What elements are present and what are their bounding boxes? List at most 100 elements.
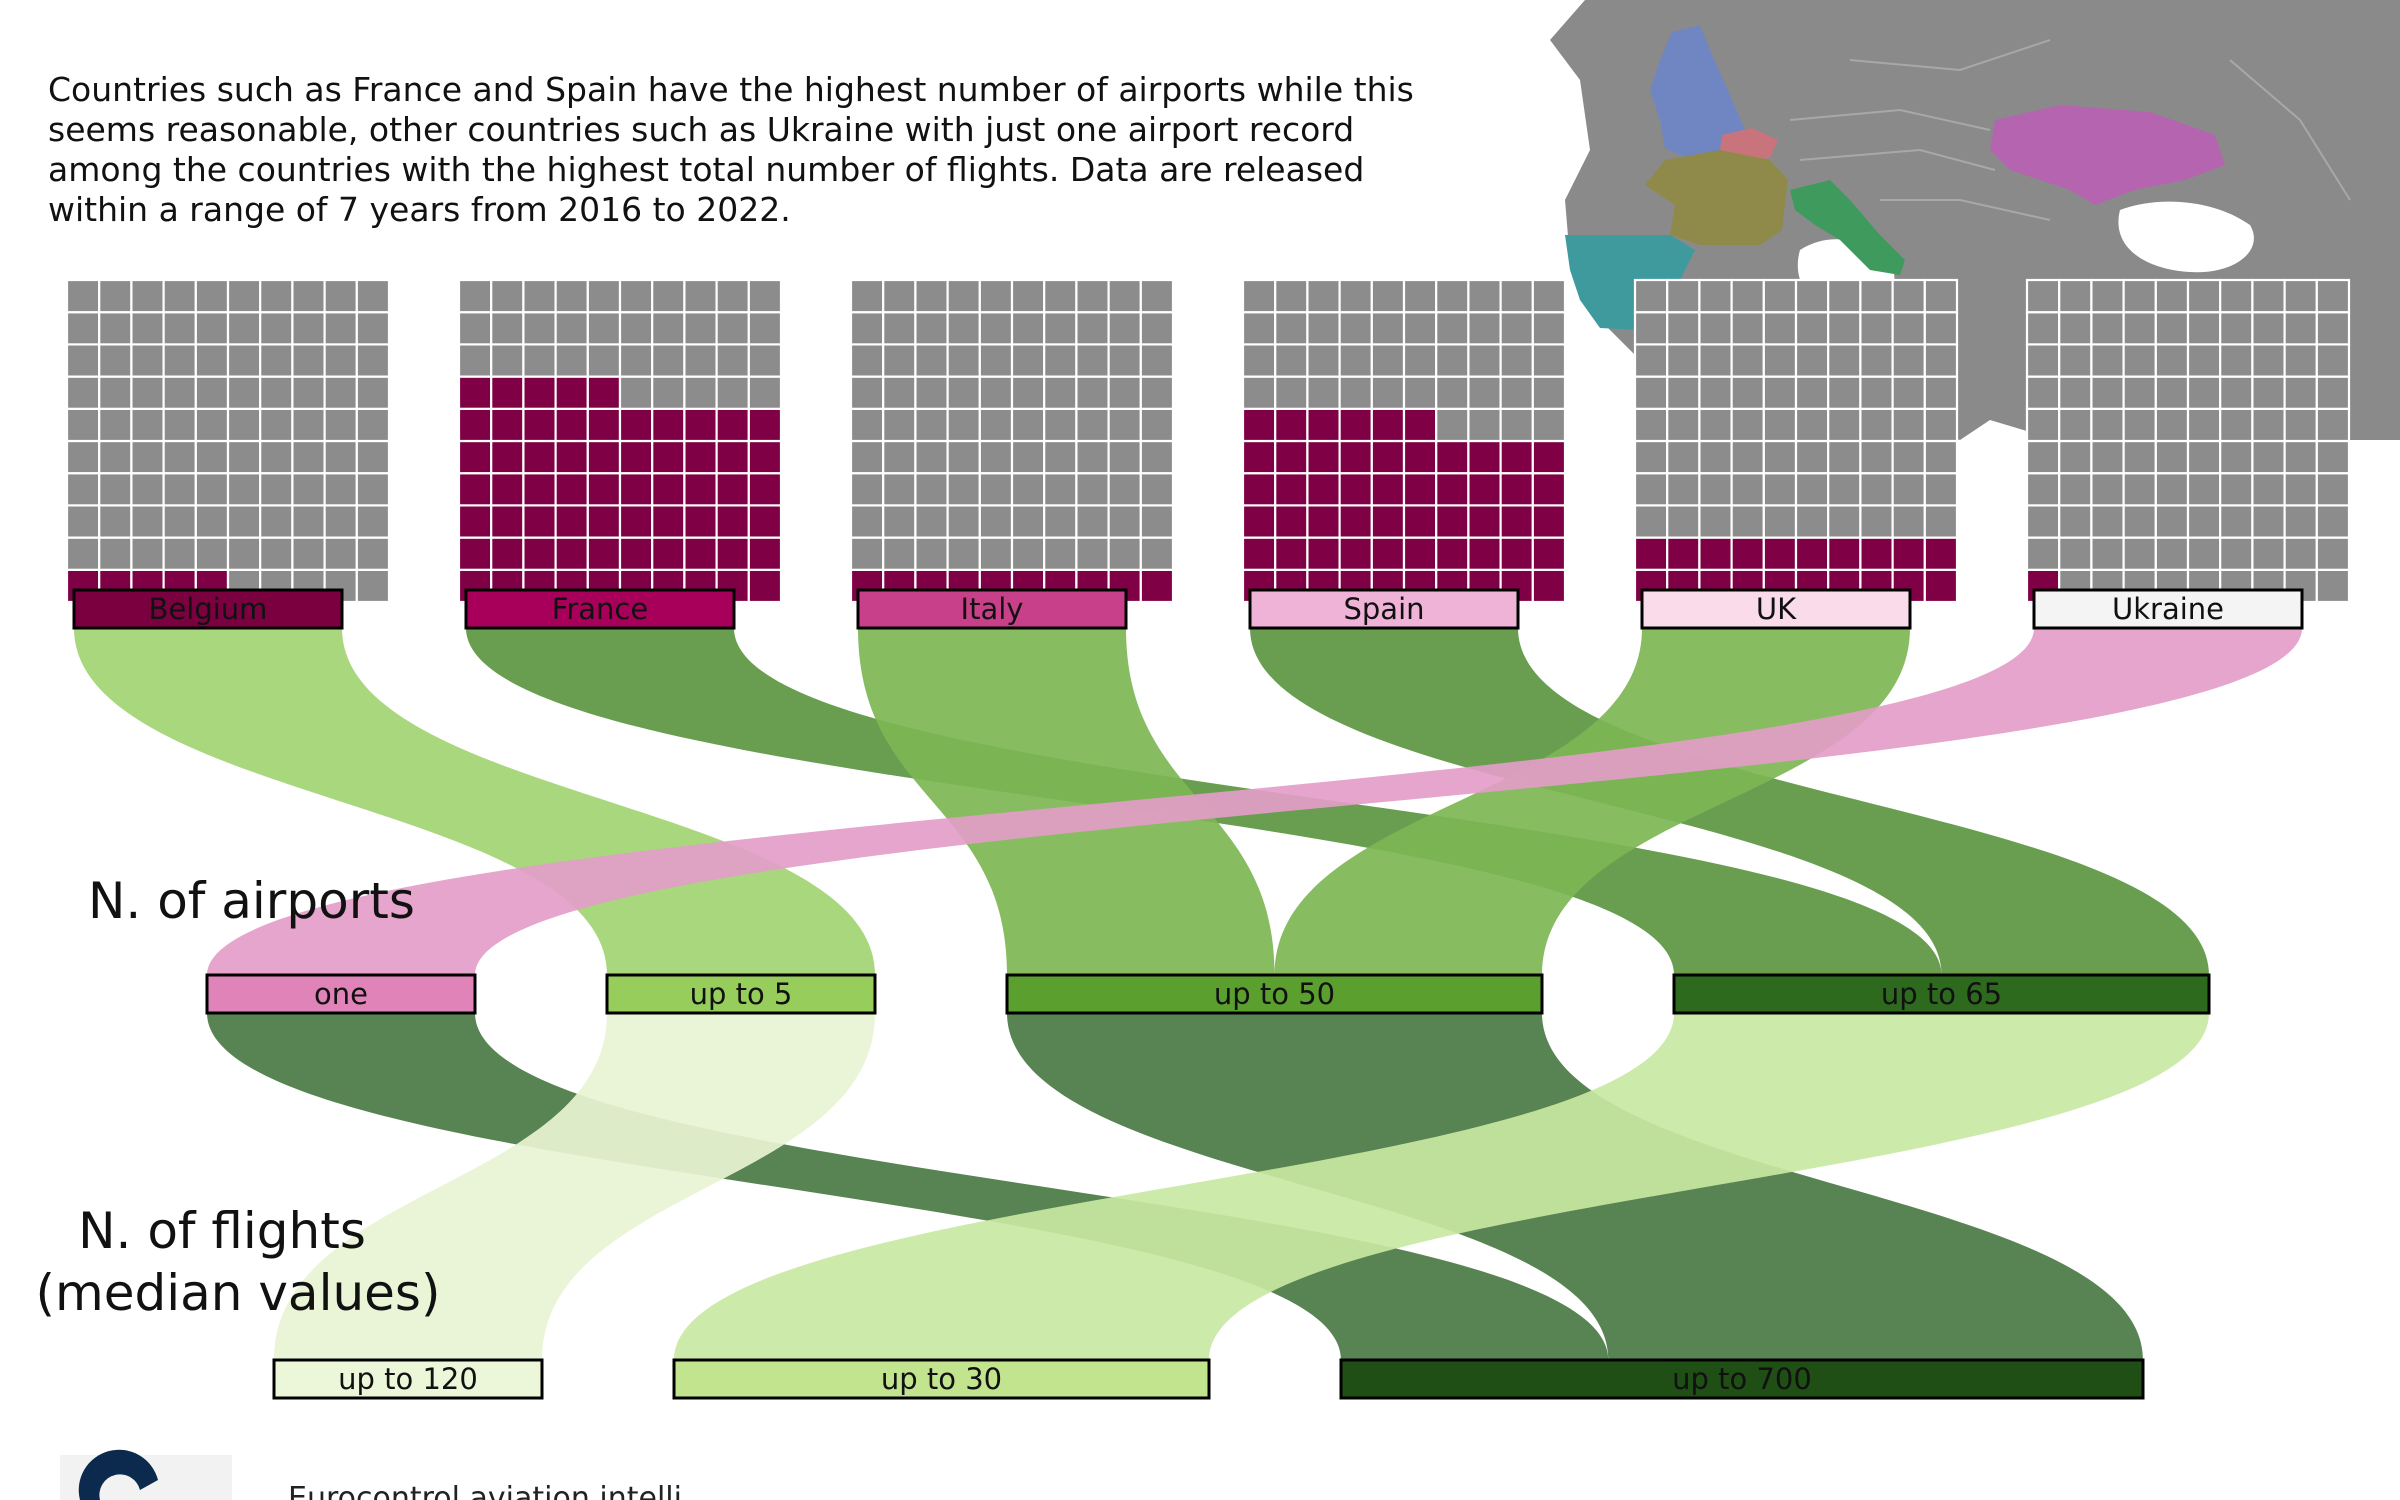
waffle-cell bbox=[2251, 343, 2286, 378]
waffle-cell bbox=[1274, 343, 1309, 378]
waffle-cell bbox=[1274, 504, 1309, 539]
waffle-cell bbox=[1107, 311, 1142, 346]
waffle-cell bbox=[2090, 407, 2125, 443]
waffle-cell bbox=[586, 472, 622, 507]
waffle-cell bbox=[2251, 472, 2286, 507]
waffle-cell bbox=[586, 407, 622, 443]
waffle-cell bbox=[1370, 278, 1406, 314]
waffle-cell bbox=[2025, 278, 2061, 314]
waffle-cell bbox=[1923, 439, 1959, 475]
waffle-cell bbox=[226, 536, 262, 571]
link-up-to-5-to-up-to-120 bbox=[274, 1013, 875, 1360]
waffle-cell bbox=[1827, 375, 1862, 410]
node-country-belgium: Belgium bbox=[72, 588, 344, 630]
waffle-cell bbox=[651, 311, 686, 346]
waffle-cell bbox=[1139, 311, 1175, 346]
waffle-cell bbox=[259, 536, 294, 571]
node-label: up to 5 bbox=[690, 977, 793, 1011]
waffle-cell bbox=[849, 472, 885, 507]
node-box bbox=[1672, 973, 2211, 1015]
waffle-cell bbox=[747, 504, 783, 539]
waffle-cell bbox=[65, 439, 101, 475]
waffle-cell bbox=[1698, 472, 1733, 507]
waffle-cell bbox=[259, 311, 294, 346]
waffle-cell bbox=[1338, 439, 1373, 475]
waffle-cell bbox=[2122, 343, 2157, 378]
waffle-cell bbox=[2283, 311, 2318, 346]
node-country-uk: UK bbox=[1640, 588, 1912, 630]
waffle-cell bbox=[1370, 343, 1406, 378]
waffle-cell bbox=[849, 407, 885, 443]
waffle-cell bbox=[1010, 311, 1046, 346]
waffle-cell bbox=[1274, 536, 1309, 571]
waffle-cell bbox=[2219, 536, 2254, 571]
waffle-cell bbox=[1666, 439, 1701, 475]
waffle-cell bbox=[355, 568, 391, 604]
waffle-cell bbox=[849, 311, 885, 346]
waffle-cell bbox=[2251, 375, 2286, 410]
waffle-cell bbox=[1859, 536, 1894, 571]
waffle-cell bbox=[882, 375, 917, 410]
waffle-cell bbox=[1241, 375, 1277, 410]
waffle-cell bbox=[1633, 343, 1669, 378]
waffle-cell bbox=[849, 536, 885, 571]
waffle-cell bbox=[1633, 311, 1669, 346]
waffle-cell bbox=[1370, 407, 1406, 443]
waffle-cell bbox=[1107, 278, 1142, 314]
waffle-cell bbox=[98, 536, 133, 571]
waffle-cell bbox=[2025, 439, 2061, 475]
waffle-cell bbox=[2251, 536, 2286, 571]
waffle-cell bbox=[2025, 504, 2061, 539]
waffle-cell bbox=[1435, 472, 1470, 507]
waffle-cell bbox=[2315, 472, 2351, 507]
waffle-cell bbox=[1435, 343, 1470, 378]
waffle-cell bbox=[522, 504, 557, 539]
waffle-cell bbox=[2090, 536, 2125, 571]
waffle-cell bbox=[2251, 504, 2286, 539]
waffle-cell bbox=[715, 375, 750, 410]
waffle-cell bbox=[978, 375, 1014, 410]
waffle-cell bbox=[2154, 504, 2190, 539]
waffle-cell bbox=[2058, 311, 2093, 346]
node-label: Ukraine bbox=[2112, 592, 2224, 626]
waffle-cell bbox=[618, 504, 654, 539]
waffle-cell bbox=[1107, 472, 1142, 507]
waffle-cell bbox=[2315, 504, 2351, 539]
waffle-cell bbox=[1402, 439, 1438, 475]
waffle-cell bbox=[490, 375, 525, 410]
waffle-cell bbox=[457, 504, 493, 539]
node-label: France bbox=[552, 592, 648, 626]
waffle-cell bbox=[1698, 278, 1733, 314]
waffle-cell bbox=[1075, 407, 1110, 443]
waffle-cell bbox=[2283, 439, 2318, 475]
waffle-cell bbox=[978, 311, 1014, 346]
waffle-cell bbox=[2025, 536, 2061, 571]
waffle-cell bbox=[946, 536, 981, 571]
waffle-cell bbox=[1827, 407, 1862, 443]
waffle-cell bbox=[683, 472, 718, 507]
waffle-cell bbox=[1435, 439, 1470, 475]
waffle-cell bbox=[226, 439, 262, 475]
waffle-cell bbox=[2315, 311, 2351, 346]
waffle-cell bbox=[65, 311, 101, 346]
waffle-cell bbox=[1370, 504, 1406, 539]
waffle-cell bbox=[1338, 311, 1373, 346]
waffle-cell bbox=[618, 472, 654, 507]
node-country-italy: Italy bbox=[856, 588, 1128, 630]
waffle-cell bbox=[1107, 375, 1142, 410]
waffle-cell bbox=[1859, 278, 1894, 314]
waffle-cell bbox=[1043, 472, 1078, 507]
waffle-cell bbox=[1499, 472, 1534, 507]
waffle-cell bbox=[1274, 407, 1309, 443]
waffle-cell bbox=[1730, 504, 1765, 539]
waffle-cell bbox=[1107, 504, 1142, 539]
waffle-cell bbox=[747, 375, 783, 410]
waffle-cell bbox=[1859, 472, 1894, 507]
waffle-cell bbox=[2025, 472, 2061, 507]
waffle-cell bbox=[291, 343, 326, 378]
waffle-cell bbox=[2186, 278, 2222, 314]
map-belgium bbox=[1720, 128, 1778, 160]
waffle-cell bbox=[1241, 407, 1277, 443]
waffle-cell bbox=[914, 407, 949, 443]
waffle-cell bbox=[98, 375, 133, 410]
